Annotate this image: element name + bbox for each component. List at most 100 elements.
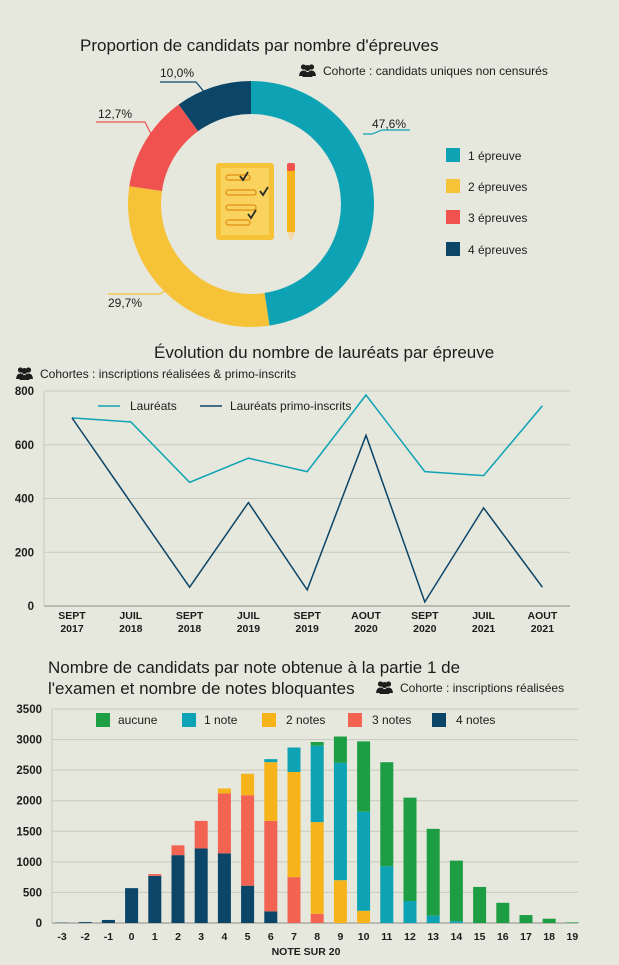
line-x-tick-year: 2020: [413, 623, 437, 635]
bar-segment: [403, 900, 417, 923]
bar-segment: [310, 745, 324, 823]
line-y-tick: 200: [15, 547, 34, 559]
bar-segment: [264, 911, 278, 923]
legend-label-4: 4 épreuves: [468, 243, 527, 257]
bar-segment: [519, 915, 533, 923]
legend-swatch-1-note: [182, 713, 196, 727]
bar-segment: [426, 915, 440, 923]
bar-segment: [310, 822, 324, 914]
line-x-tick-year: 2020: [354, 623, 378, 635]
bar-legend: aucune 1 note 2 notes 3 notes 4 notes: [96, 713, 495, 727]
bar-segment: [357, 741, 371, 812]
bar-x-tick: 0: [129, 931, 135, 943]
series-laureats-line: [71, 393, 543, 484]
bar-segment: [217, 793, 231, 854]
bar-segment: [287, 747, 301, 772]
line-x-tick-year: 2018: [119, 623, 143, 635]
legend-swatch-2: [446, 179, 460, 193]
line-x-tick-month: SEPT: [293, 610, 321, 622]
bar-segment: [287, 877, 301, 923]
bar-segment: [241, 885, 255, 923]
line-x-ticks: SEPT2017JUIL2018SEPT2018JUIL2019SEPT2019…: [58, 610, 558, 635]
bar-y-tick: 3000: [16, 735, 42, 747]
line-x-tick-month: AOUT: [351, 610, 381, 622]
bar-x-tick: 16: [497, 931, 509, 943]
bar-x-tick: 2: [175, 931, 181, 943]
legend-swatch-3: [446, 210, 460, 224]
line-x-tick-year: 2021: [531, 623, 555, 635]
line-grid: [43, 390, 570, 607]
bar-x-tick: 5: [245, 931, 251, 943]
legend-label-aucune: aucune: [118, 713, 158, 727]
line-legend: Lauréats Lauréats primo-inscrits: [98, 399, 351, 413]
line-x-tick-month: JUIL: [472, 610, 495, 622]
people-icon: [376, 681, 393, 694]
bar-segment: [78, 922, 92, 923]
bar-x-tick: 14: [451, 931, 463, 943]
bar-y-ticks: 0 500 1000 1500 2000 2500 3000 3500: [16, 704, 42, 930]
bar-x-tick: 17: [520, 931, 532, 943]
slice-label-3: 12,7%: [98, 107, 132, 121]
bar-segment: [241, 773, 255, 796]
bar-segment: [194, 848, 208, 923]
bar-segment: [449, 921, 463, 923]
bar-segment: [565, 922, 579, 923]
bar-segment: [380, 866, 394, 923]
bar-segment: [310, 913, 324, 923]
line-x-tick-month: SEPT: [58, 610, 86, 622]
bar-x-tick: 18: [543, 931, 555, 943]
legend-swatch-4-notes: [432, 713, 446, 727]
line-x-tick-month: JUIL: [237, 610, 260, 622]
bar-y-tick: 1500: [16, 826, 42, 838]
legend-label-2-notes: 2 notes: [286, 713, 325, 727]
donut-subtitle: Cohorte : candidats uniques non censurés: [323, 64, 548, 78]
bar-title-line-2: l'examen et nombre de notes bloquantes: [48, 679, 355, 698]
bar-x-tick: 4: [221, 931, 227, 943]
bar-segment: [380, 762, 394, 867]
bar-segment: [241, 795, 255, 886]
bar-x-tick: 1: [152, 931, 158, 943]
bar-segment: [310, 742, 324, 746]
bar-x-tick: 12: [404, 931, 416, 943]
bar-segment: [125, 888, 139, 923]
legend-label-3-notes: 3 notes: [372, 713, 411, 727]
donut-title: Proportion de candidats par nombre d'épr…: [80, 36, 439, 55]
line-y-ticks: 0 200 400 600 800: [15, 386, 34, 613]
bar-segment: [264, 820, 278, 912]
bar-segment: [449, 860, 463, 922]
slice-label-2: 29,7%: [108, 296, 142, 310]
bar-x-tick: 9: [337, 931, 343, 943]
bar-segment: [426, 828, 440, 916]
line-x-tick-year: 2019: [237, 623, 261, 635]
legend-label-2: 2 épreuves: [468, 180, 527, 194]
bar-segment: [473, 886, 487, 923]
bar-x-axis-label: NOTE SUR 20: [272, 946, 341, 958]
line-x-tick-year: 2017: [60, 623, 84, 635]
line-chart: Évolution du nombre de lauréats par épre…: [15, 343, 570, 635]
legend-swatch-aucune: [96, 713, 110, 727]
slice-label-1: 47,6%: [372, 117, 406, 131]
bar-x-tick: 15: [474, 931, 486, 943]
line-y-tick: 600: [15, 440, 34, 452]
legend-label-laureats: Lauréats: [130, 399, 177, 413]
bar-x-tick: 19: [567, 931, 579, 943]
bar-y-tick: 0: [36, 918, 42, 930]
checklist-pencil-icon: [216, 163, 295, 242]
bar-segment: [357, 811, 371, 911]
bar-x-tick: 8: [314, 931, 320, 943]
bar-segment: [148, 874, 162, 876]
bar-segment: [333, 880, 347, 923]
legend-swatch-2-notes: [262, 713, 276, 727]
legend-label-primo: Lauréats primo-inscrits: [230, 399, 351, 413]
series-primo-inscrits-line: [71, 417, 544, 604]
line-x-tick-year: 2019: [296, 623, 320, 635]
line-y-tick: 800: [15, 386, 34, 398]
bar-segment: [194, 820, 208, 849]
legend-label-4-notes: 4 notes: [456, 713, 495, 727]
bar-segment: [333, 762, 347, 881]
line-x-tick-year: 2021: [472, 623, 496, 635]
bar-y-tick: 3500: [16, 704, 42, 716]
bar-segment: [357, 910, 371, 923]
bar-segment: [217, 788, 231, 794]
